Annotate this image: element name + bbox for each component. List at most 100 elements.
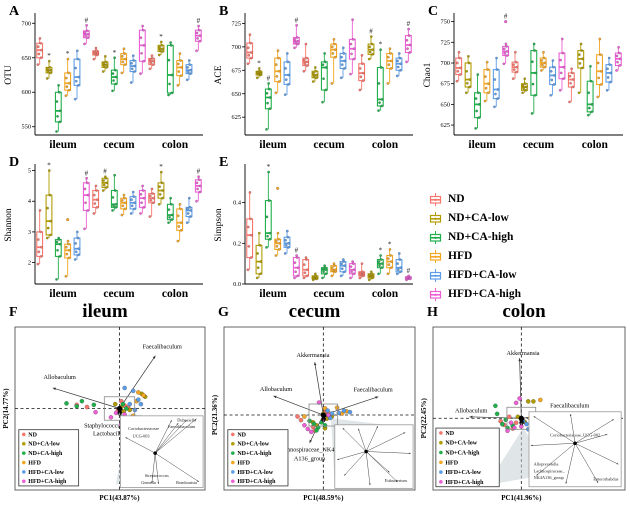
panel-g-pca-cecum: G cecum Akkermansia Allobaculum Faecalibac… [211, 301, 418, 504]
boxplot-ND+CA-low [255, 231, 263, 280]
svg-text:550: 550 [22, 124, 31, 131]
svg-text:UCG-003: UCG-003 [133, 433, 150, 438]
significance-marker: * [113, 49, 117, 57]
svg-text:3: 3 [28, 229, 31, 236]
boxplot-ND+CA-high [54, 83, 62, 133]
significance-marker: * [379, 247, 383, 255]
boxplot-HFD+CA-high [194, 175, 202, 203]
legend-item: HFD+CA-low [428, 268, 613, 283]
svg-text:Staphylococcus: Staphylococcus [84, 423, 123, 430]
panel-f-pca-ileum: F ileum Faecalibaculum Allobaculum Staphyl… [2, 301, 208, 504]
panel-c-chao1: C 625 650 675 700 725 750 Chao1 ileum cecum colon… [421, 2, 628, 154]
legend-label: HFD+CA-low [448, 269, 517, 281]
svg-text:PC1(43.87%): PC1(43.87%) [99, 494, 140, 502]
svg-text:PC1(41.96%): PC1(41.96%) [501, 494, 542, 502]
significance-marker: # [197, 168, 201, 176]
boxplot-ND+CA-high [110, 173, 118, 212]
panel-letter: G [218, 305, 229, 320]
pca-legend: ND ND+CA-low ND+CA-high HFD HFD+CA-low HFD+CA… [18, 429, 80, 487]
svg-text:ND+CA-high: ND+CA-high [237, 451, 272, 457]
pca-points-HFD+CA-high [505, 396, 524, 434]
svg-text:Eubacterium: Eubacterium [385, 478, 408, 483]
svg-text:Dubosiella: Dubosiella [177, 418, 196, 423]
boxplot-ND [511, 50, 519, 81]
significance-marker: # [295, 16, 299, 24]
svg-text:700: 700 [441, 60, 450, 67]
svg-text:725: 725 [232, 20, 241, 27]
boxplot-ND [302, 256, 310, 280]
loading-cluster [116, 405, 123, 416]
svg-text:Romboutsia: Romboutsia [176, 480, 197, 485]
boxplot-ND+CA-low [157, 40, 165, 57]
outlier-point [504, 20, 508, 24]
svg-text:ileum: ileum [468, 139, 496, 151]
inset-plot: Eubacterium [334, 424, 414, 489]
svg-text:A136_group: A136_group [294, 455, 325, 462]
svg-text:Faecalibaculum: Faecalibaculum [168, 424, 196, 429]
svg-text:Faecalibaculum: Faecalibaculum [550, 402, 589, 409]
boxplot-ND+CA-low [101, 175, 109, 192]
boxplot-HFD+CA-high [404, 27, 412, 64]
svg-text:Coriobacteriaceae: Coriobacteriaceae [128, 426, 159, 431]
boxplot-ND+CA-high [54, 236, 62, 281]
boxplot-ND [455, 50, 463, 83]
legend-label: HFD [448, 250, 473, 262]
svg-text:Faecalibaculum: Faecalibaculum [143, 343, 182, 350]
boxplot-ND+CA-high [110, 56, 118, 93]
boxplot-ND+CA-high [264, 82, 272, 131]
svg-text:Chao1: Chao1 [423, 62, 433, 87]
svg-text:ND+CA-high: ND+CA-high [28, 451, 63, 457]
boxplot-ND+CA-high [320, 264, 328, 280]
svg-text:colon: colon [372, 288, 399, 300]
svg-text:HFD+CA-high: HFD+CA-high [445, 480, 484, 486]
svg-text:ND+CA-low: ND+CA-low [28, 442, 60, 448]
svg-text:ND: ND [28, 432, 37, 438]
group-legend: ND ND+CA-low ND+CA-high HFD HFD+CA-low HFD+CA… [428, 192, 613, 302]
svg-text:HFD+CA-low: HFD+CA-low [237, 470, 273, 476]
panel-letter: C [428, 4, 439, 19]
legend-item: HFD [428, 249, 613, 264]
svg-text:Allobaculum: Allobaculum [455, 407, 487, 414]
boxplot-ND+CA-low [255, 67, 263, 80]
boxplot-glyph-icon [429, 231, 442, 244]
pca-points-ND+CA-high [64, 398, 129, 411]
boxplot-HFD+CA-low [395, 252, 403, 276]
boxplot-ND+CA-low [157, 170, 165, 206]
svg-text:HFD+CA-high: HFD+CA-high [28, 479, 67, 485]
boxplot-ND+CA-high [320, 52, 328, 104]
svg-text:650: 650 [22, 55, 31, 62]
significance-marker: # [295, 247, 299, 255]
boxplot-HFD [274, 49, 282, 95]
boxplot-HFD [120, 193, 128, 217]
svg-text:ND: ND [445, 431, 454, 437]
svg-text:cecum: cecum [103, 288, 135, 300]
simpson-boxplot-chart: 0.0 0.2 0.4 Simpson ileum cecum colon * # * * # [214, 163, 413, 300]
svg-text:Lachnospiraceae_: Lachnospiraceae_ [534, 468, 566, 473]
svg-text:Lachnospiraceae_NK4: Lachnospiraceae_NK4 [278, 447, 335, 454]
boxplot-ND [246, 33, 254, 66]
boxplot-HFD+CA-high [82, 23, 90, 46]
pca-colon-chart: Akkermansia Allobaculum Faecalibaculum Cori… [420, 326, 626, 502]
significance-marker: # [197, 17, 201, 25]
panel-letter: H [427, 305, 438, 320]
significance-marker: * [257, 59, 261, 67]
significance-marker: # [103, 168, 107, 176]
svg-text:ileum: ileum [259, 288, 287, 300]
pca-points-HFD+CA-low [122, 385, 144, 413]
pca-title: colon [502, 301, 546, 322]
boxplot-HFD+CA-low [73, 49, 81, 101]
svg-text:colon: colon [162, 288, 189, 300]
boxplot-ND [246, 191, 254, 272]
boxplot-HFD+CA-low [339, 46, 347, 80]
svg-text:Akkermansia: Akkermansia [297, 352, 330, 359]
boxplot-HFD [330, 37, 338, 85]
svg-text:Akkermansia: Akkermansia [507, 350, 540, 357]
svg-text:PC2(14.77%): PC2(14.77%) [2, 388, 10, 429]
svg-text:PC1(48.59%): PC1(48.59%) [303, 494, 344, 502]
boxplot-HFD+CA-low [605, 56, 613, 92]
boxplot-HFD [386, 248, 394, 276]
svg-text:2: 2 [28, 260, 31, 267]
legend-label: HFD+CA-high [448, 288, 522, 300]
boxplot-glyph-icon [429, 212, 442, 225]
zoom-rect [308, 403, 339, 427]
